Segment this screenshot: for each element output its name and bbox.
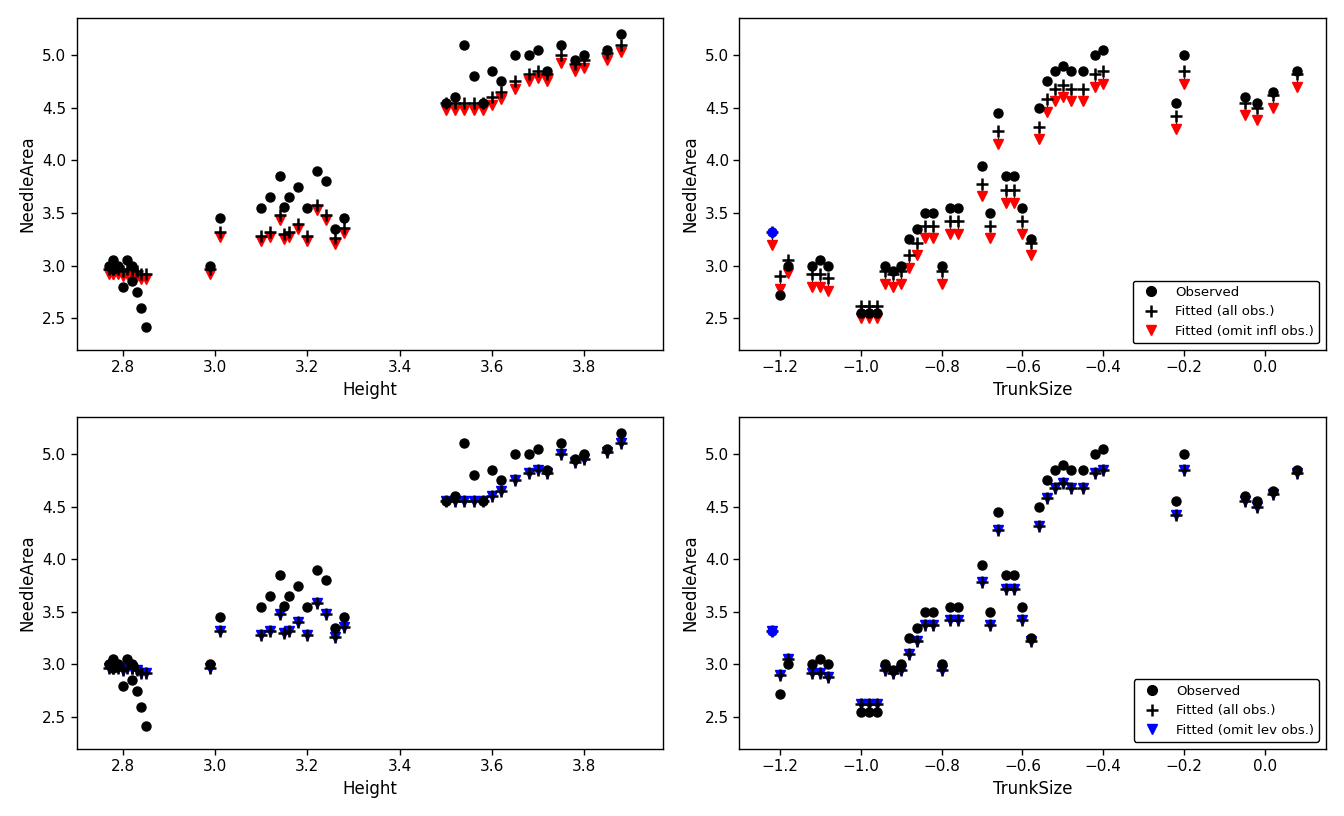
- Y-axis label: NeedleArea: NeedleArea: [681, 135, 699, 233]
- Legend: Observed, Fitted (all obs.), Fitted (omit lev obs.): Observed, Fitted (all obs.), Fitted (omi…: [1133, 680, 1318, 742]
- Y-axis label: NeedleArea: NeedleArea: [19, 135, 36, 233]
- Legend: Observed, Fitted (all obs.), Fitted (omit infl obs.): Observed, Fitted (all obs.), Fitted (omi…: [1133, 281, 1318, 344]
- X-axis label: Height: Height: [343, 381, 396, 399]
- Y-axis label: NeedleArea: NeedleArea: [681, 534, 699, 632]
- Y-axis label: NeedleArea: NeedleArea: [19, 534, 36, 632]
- X-axis label: TrunkSize: TrunkSize: [993, 779, 1073, 798]
- X-axis label: TrunkSize: TrunkSize: [993, 381, 1073, 399]
- X-axis label: Height: Height: [343, 779, 396, 798]
